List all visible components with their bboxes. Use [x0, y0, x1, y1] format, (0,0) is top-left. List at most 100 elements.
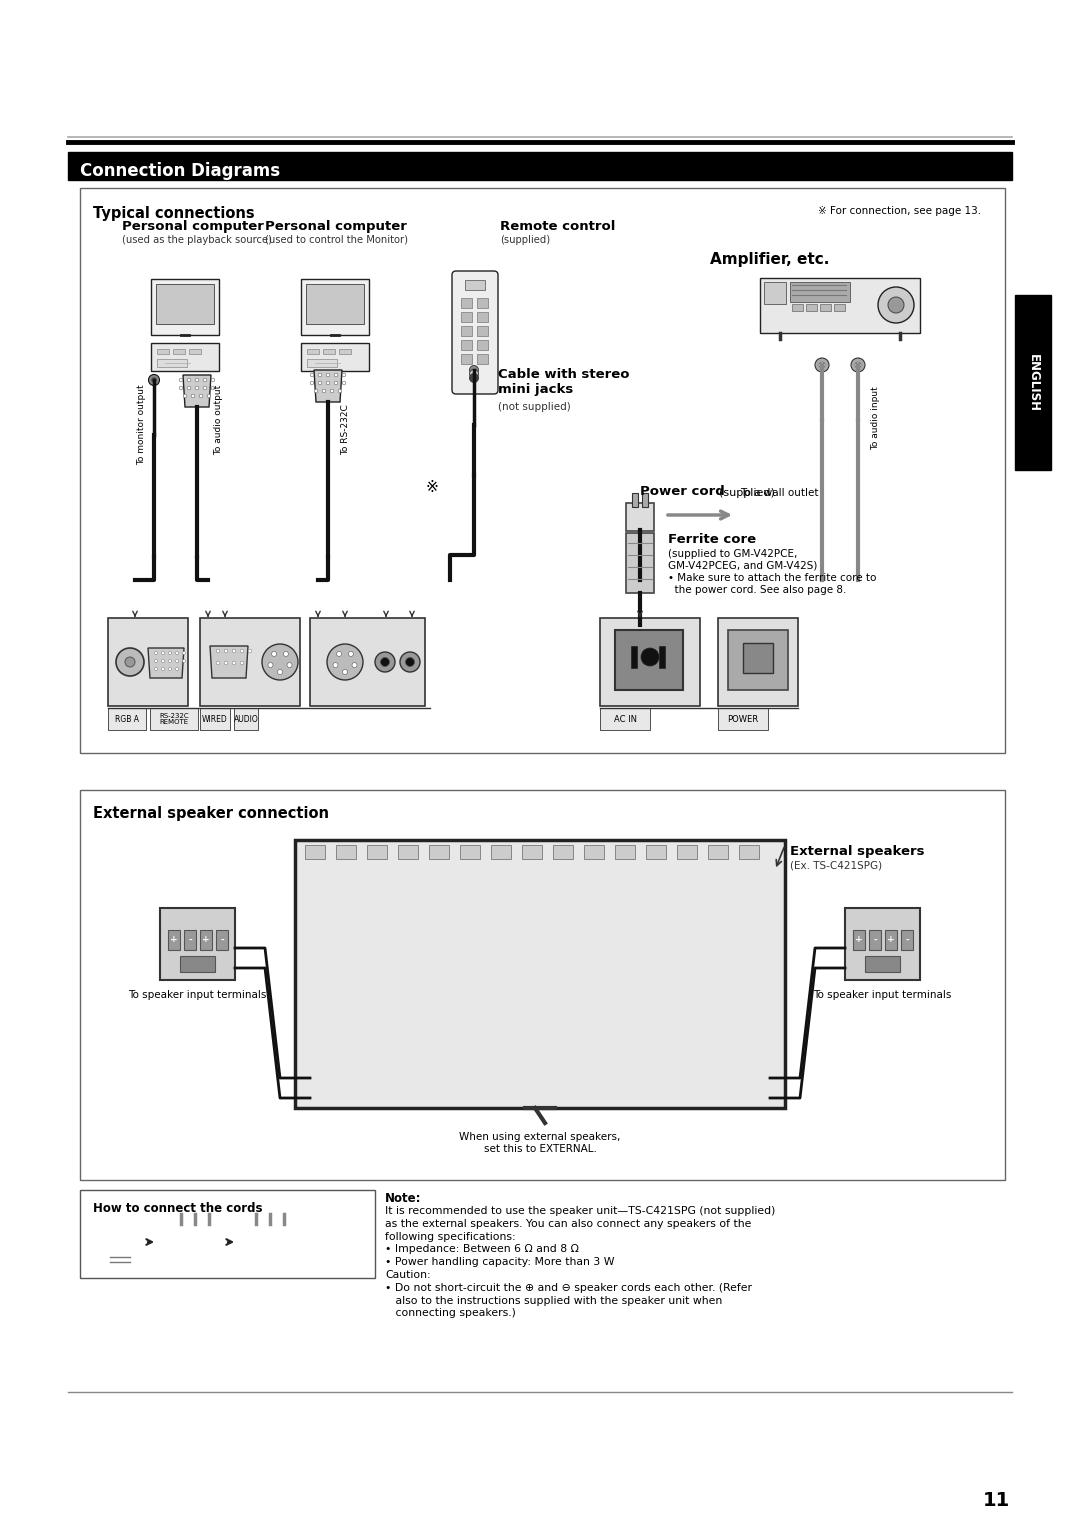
Bar	[853, 929, 865, 951]
Circle shape	[154, 668, 158, 671]
Circle shape	[207, 393, 211, 398]
Circle shape	[125, 657, 135, 668]
Polygon shape	[210, 646, 248, 678]
Circle shape	[380, 657, 390, 666]
Circle shape	[338, 389, 341, 393]
Text: (supplied to GM-V42PCE,
GM-V42PCEG, and GM-V42S): (supplied to GM-V42PCE, GM-V42PCEG, and …	[669, 550, 818, 571]
Bar	[677, 845, 697, 859]
Circle shape	[199, 393, 203, 398]
Bar	[522, 845, 542, 859]
Circle shape	[175, 668, 178, 671]
Bar	[399, 845, 418, 859]
Circle shape	[272, 651, 276, 657]
Circle shape	[162, 652, 164, 654]
Circle shape	[400, 652, 420, 672]
Text: When using external speakers,
set this to EXTERNAL.: When using external speakers, set this t…	[459, 1131, 621, 1153]
Bar	[1015, 295, 1051, 470]
Bar	[820, 303, 831, 311]
Bar	[491, 845, 511, 859]
Text: Ferrite core: Ferrite core	[669, 533, 756, 547]
Bar	[68, 152, 1012, 181]
Text: RS-232C
REMOTE: RS-232C REMOTE	[159, 712, 189, 726]
Circle shape	[240, 649, 244, 652]
Bar	[305, 845, 325, 859]
Circle shape	[240, 661, 244, 664]
Bar	[477, 340, 488, 351]
Polygon shape	[314, 371, 342, 403]
Bar	[184, 929, 195, 951]
Bar	[865, 955, 900, 972]
Circle shape	[342, 669, 348, 675]
Bar	[301, 343, 369, 371]
Text: AC IN: AC IN	[613, 715, 636, 724]
Circle shape	[349, 651, 353, 657]
Circle shape	[470, 369, 478, 378]
Circle shape	[162, 660, 164, 663]
Text: (supplied): (supplied)	[719, 488, 774, 498]
Bar	[615, 629, 683, 690]
Circle shape	[326, 381, 329, 384]
Circle shape	[232, 649, 235, 652]
Bar	[151, 279, 219, 335]
Circle shape	[470, 366, 478, 375]
Text: To RS-232C: To RS-232C	[341, 404, 351, 455]
Bar	[306, 283, 364, 325]
Bar	[718, 707, 768, 730]
Bar	[764, 282, 786, 303]
Bar	[626, 504, 654, 531]
Circle shape	[815, 358, 829, 372]
Text: To speaker input terminals: To speaker input terminals	[127, 991, 266, 1000]
Circle shape	[225, 649, 228, 652]
Bar	[461, 340, 472, 351]
FancyBboxPatch shape	[246, 1213, 294, 1272]
Circle shape	[212, 386, 215, 390]
Circle shape	[216, 661, 220, 664]
Text: To audio output: To audio output	[215, 384, 224, 455]
Circle shape	[334, 374, 338, 377]
Circle shape	[216, 649, 220, 652]
Bar	[80, 1190, 375, 1278]
Text: +: +	[202, 935, 210, 945]
Bar	[718, 619, 798, 706]
Bar	[80, 790, 1005, 1180]
Text: To audio input: To audio input	[872, 386, 880, 450]
Circle shape	[168, 668, 172, 671]
Bar	[108, 707, 146, 730]
Circle shape	[470, 374, 478, 383]
Bar	[845, 908, 920, 980]
Bar	[180, 955, 215, 972]
Text: -: -	[873, 935, 877, 945]
Circle shape	[191, 393, 194, 398]
FancyBboxPatch shape	[453, 271, 498, 393]
Text: External speaker connection: External speaker connection	[93, 805, 329, 821]
Bar	[477, 299, 488, 308]
Circle shape	[154, 660, 158, 663]
Text: External speakers: External speakers	[789, 845, 924, 857]
Circle shape	[175, 660, 178, 663]
Text: • Make sure to attach the ferrite core to
  the power cord. See also page 8.: • Make sure to attach the ferrite core t…	[669, 573, 876, 594]
Text: ※: ※	[426, 481, 438, 496]
Text: -: -	[188, 935, 192, 945]
Circle shape	[352, 663, 357, 668]
Bar	[626, 533, 654, 592]
Circle shape	[232, 661, 235, 664]
Circle shape	[319, 374, 322, 377]
Bar	[150, 707, 198, 730]
Circle shape	[342, 381, 346, 384]
Bar	[307, 358, 337, 367]
Text: -: -	[220, 935, 224, 945]
Circle shape	[225, 661, 228, 664]
Bar	[708, 845, 728, 859]
Bar	[173, 349, 185, 354]
Text: ENGLISH: ENGLISH	[1026, 354, 1039, 412]
Text: ※ For connection, see page 13.: ※ For connection, see page 13.	[818, 207, 981, 216]
Polygon shape	[183, 375, 211, 407]
Circle shape	[168, 660, 172, 663]
Circle shape	[179, 378, 183, 381]
Circle shape	[287, 663, 292, 668]
Circle shape	[319, 381, 322, 384]
Circle shape	[151, 378, 157, 383]
Bar	[461, 312, 472, 322]
Circle shape	[642, 648, 659, 666]
Bar	[200, 707, 230, 730]
